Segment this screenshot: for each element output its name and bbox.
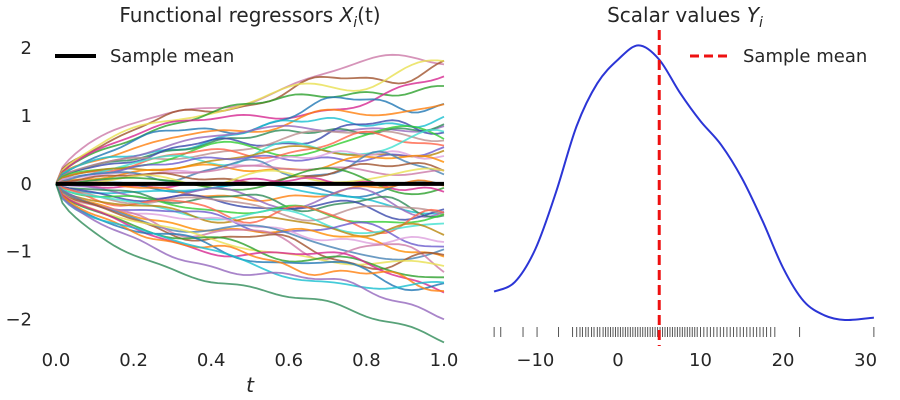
left-x-tick-label: 1.0	[430, 350, 459, 371]
functional-curve	[55, 59, 445, 185]
density-curve	[493, 44, 874, 322]
functional-curve	[55, 182, 445, 218]
functional-curve	[55, 183, 444, 279]
functional-curve	[55, 123, 445, 185]
left-y-tick-labels: −2 −1 0 1 2	[5, 38, 32, 330]
functional-curve	[55, 119, 445, 185]
functional-curve	[55, 53, 445, 185]
left-x-tick-label: 0.8	[352, 350, 381, 371]
functional-curve	[55, 182, 445, 221]
functional-curve	[55, 183, 445, 290]
functional-curve	[55, 183, 445, 222]
functional-curve	[55, 75, 445, 185]
left-x-tick-label: 0.0	[42, 350, 71, 371]
left-x-tick-label: 0.6	[274, 350, 303, 371]
left-x-tick-label: 0.2	[119, 350, 148, 371]
functional-regressors-panel: Functional regressors Xi(t) 0.0 0.2 0.4 0.6…	[5, 3, 458, 397]
left-y-tick-label: 0	[21, 174, 32, 195]
right-x-tick-label: 0	[612, 350, 623, 371]
left-legend-label: Sample mean	[110, 46, 234, 67]
scalar-values-panel: Scalar values Yi −10 0 10 20 30 Sample mean	[493, 3, 877, 371]
left-legend: Sample mean	[55, 46, 234, 67]
functional-curve	[55, 154, 445, 185]
left-x-tick-labels: 0.0 0.2 0.4 0.6 0.8 1.0	[42, 350, 459, 371]
functional-curve	[55, 183, 445, 261]
functional-curve	[55, 150, 445, 185]
functional-curve	[55, 183, 445, 273]
right-x-tick-label: 20	[772, 350, 795, 371]
right-chart-title: Scalar values Yi	[607, 3, 763, 31]
functional-curve	[55, 85, 444, 185]
left-chart-title: Functional regressors Xi(t)	[119, 3, 380, 31]
right-x-tick-label: −10	[516, 350, 554, 371]
functional-curve	[55, 183, 445, 321]
functional-curve	[55, 183, 445, 224]
right-legend: Sample mean	[690, 46, 867, 67]
right-x-tick-label: 10	[689, 350, 712, 371]
functional-curve	[55, 59, 445, 185]
left-y-tick-label: −1	[5, 242, 32, 263]
left-y-tick-label: −2	[5, 309, 32, 330]
functional-curve	[55, 183, 445, 235]
functional-curve	[55, 183, 445, 344]
right-x-tick-labels: −10 0 10 20 30	[516, 350, 877, 371]
left-y-tick-label: 1	[21, 106, 32, 127]
functional-curve	[55, 183, 445, 267]
functional-curve	[55, 183, 445, 218]
right-x-tick-label: 30	[854, 350, 877, 371]
left-x-tick-label: 0.4	[197, 350, 226, 371]
rug-marks	[493, 327, 875, 337]
left-y-tick-label: 2	[21, 38, 32, 59]
functional-curves	[55, 53, 445, 344]
left-x-axis-label: t	[246, 373, 255, 397]
functional-curve	[55, 183, 445, 292]
functional-curve	[55, 183, 445, 238]
functional-curve	[55, 146, 445, 185]
right-legend-label: Sample mean	[743, 46, 867, 67]
